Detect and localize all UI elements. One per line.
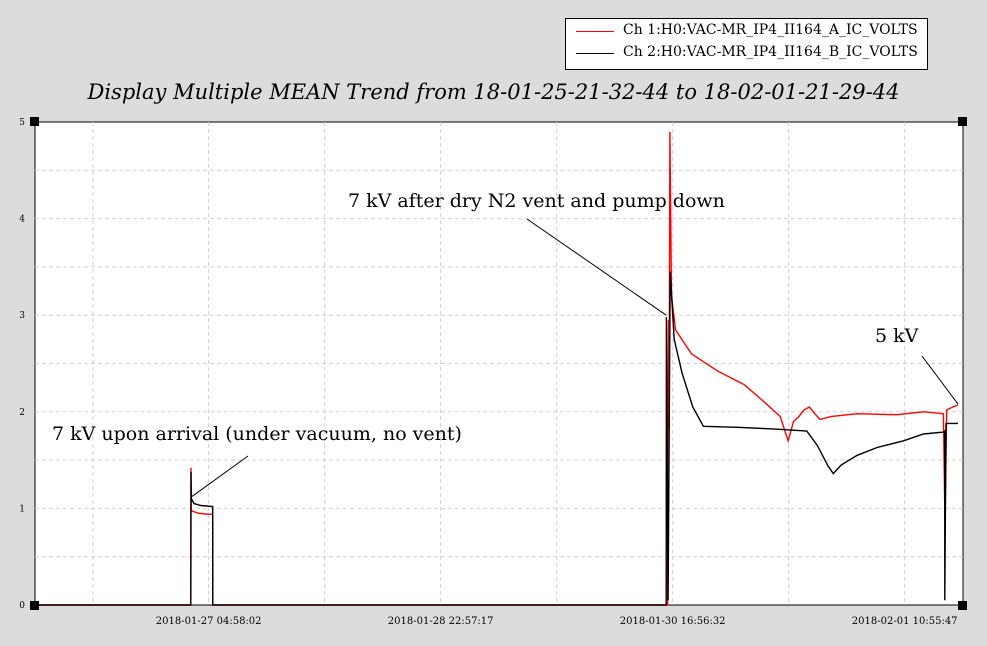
- annotation-leader-line: [191, 455, 249, 498]
- y-tick-label: 3: [19, 311, 25, 321]
- legend-label-ch1: Ch 1:H0:VAC-MR_IP4_II164_A_IC_VOLTS: [623, 22, 918, 38]
- grid-lines: [35, 122, 963, 605]
- legend-swatch-ch2: [576, 53, 614, 54]
- legend-item-ch2: Ch 2:H0:VAC-MR_IP4_II164_B_IC_VOLTS: [566, 43, 927, 65]
- corner-handle-bottom-right[interactable]: [958, 601, 967, 610]
- corner-handle-bottom-left[interactable]: [30, 601, 39, 610]
- annotation-label: 5 kV: [875, 325, 919, 347]
- annotation-label: 7 kV after dry N2 vent and pump down: [348, 190, 725, 212]
- legend-label-ch2: Ch 2:H0:VAC-MR_IP4_II164_B_IC_VOLTS: [623, 44, 918, 60]
- x-tick-label: 2018-01-27 04:58:02: [156, 616, 262, 627]
- series-layer: [35, 131, 959, 606]
- chart-title: Display Multiple MEAN Trend from 18-01-2…: [87, 80, 900, 104]
- x-tick-label: 2018-02-01 10:55:47: [852, 616, 958, 627]
- y-axis-ticks: 0 1 2 3 4 5: [19, 118, 25, 611]
- y-tick-label: 0: [19, 601, 25, 611]
- corner-handle-top-right[interactable]: [958, 117, 967, 126]
- annotation-leader-line: [921, 355, 959, 405]
- legend-item-ch1: Ch 1:H0:VAC-MR_IP4_II164_A_IC_VOLTS: [566, 21, 927, 43]
- y-tick-label: 2: [19, 408, 25, 418]
- legend: Ch 1:H0:VAC-MR_IP4_II164_A_IC_VOLTS Ch 2…: [565, 18, 928, 70]
- series-line-ch2: [35, 271, 958, 606]
- x-tick-label: 2018-01-30 16:56:32: [620, 616, 726, 627]
- annotation-layer: 7 kV after dry N2 vent and pump down 5 kV…: [52, 190, 959, 498]
- corner-handle-top-left[interactable]: [30, 117, 39, 126]
- y-tick-label: 5: [19, 118, 25, 128]
- legend-swatch-ch1: [576, 31, 614, 32]
- annotation-label: 7 kV upon arrival (under vacuum, no vent…: [52, 423, 462, 445]
- y-tick-label: 4: [19, 215, 25, 225]
- x-tick-label: 2018-01-28 22:57:17: [388, 616, 494, 627]
- annotation-leader-line: [526, 218, 667, 316]
- x-axis-ticks: 2018-01-27 04:58:02 2018-01-28 22:57:17 20…: [156, 616, 958, 627]
- series-line-ch1: [35, 131, 959, 606]
- y-tick-label: 1: [19, 504, 25, 514]
